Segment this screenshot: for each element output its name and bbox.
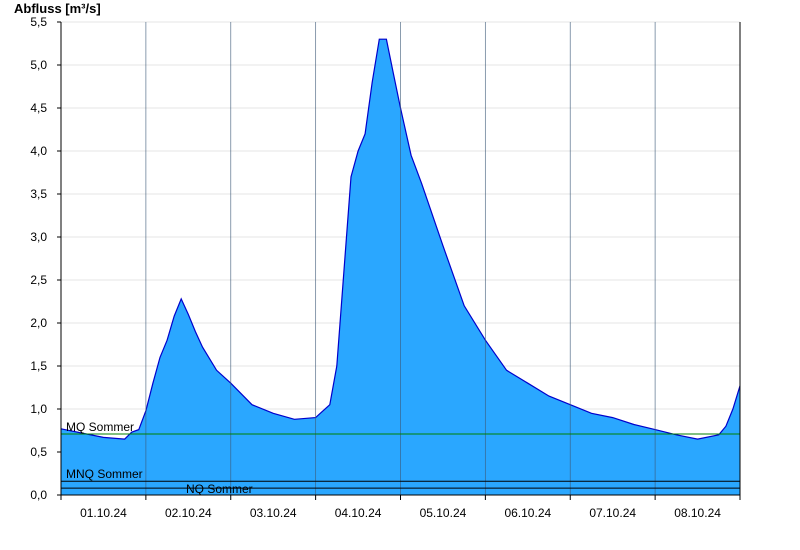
y-tick-label-3: 1,5 [30, 359, 47, 373]
y-tick-label-0: 0,0 [30, 488, 47, 502]
y-tick-labels: 0,0 0,5 1,0 1,5 2,0 2,5 3,0 3,5 4,0 4,5 5,0 5,5 [30, 15, 47, 502]
y-tick-label-10: 5,0 [30, 58, 47, 72]
y-tick-label-8: 4,0 [30, 144, 47, 158]
reference-lines: MQ Sommer MNQ Sommer NQ Sommer [61, 420, 740, 496]
y-tick-label-4: 2,0 [30, 316, 47, 330]
axes [57, 21, 741, 500]
y-tick-label-6: 3,0 [30, 230, 47, 244]
y-tick-label-1: 0,5 [30, 445, 47, 459]
ref-label-0: MQ Sommer [66, 420, 134, 434]
y-tick-label-11: 5,5 [30, 15, 47, 29]
y-tick-label-9: 4,5 [30, 101, 47, 115]
x-tick-label-2: 03.10.24 [250, 506, 297, 520]
x-tick-label-6: 07.10.24 [589, 506, 636, 520]
x-tick-label-5: 06.10.24 [504, 506, 551, 520]
y-tick-label-5: 2,5 [30, 273, 47, 287]
x-tick-label-0: 01.10.24 [80, 506, 127, 520]
ref-label-1: MNQ Sommer [66, 467, 143, 481]
y-tick-label-2: 1,0 [30, 402, 47, 416]
discharge-line [60, 38, 741, 440]
x-tick-labels: 01.10.24 02.10.24 03.10.24 04.10.24 05.10.24… [80, 506, 721, 520]
x-tick-label-7: 08.10.24 [674, 506, 721, 520]
x-tick-label-4: 05.10.24 [420, 506, 467, 520]
x-tick-label-3: 04.10.24 [335, 506, 382, 520]
y-tick-label-7: 3,5 [30, 187, 47, 201]
day-separator-lines [145, 22, 656, 495]
ref-label-2: NQ Sommer [186, 482, 253, 496]
x-tick-label-1: 02.10.24 [165, 506, 212, 520]
y-axis-title: Abfluss [m³/s] [14, 1, 101, 16]
